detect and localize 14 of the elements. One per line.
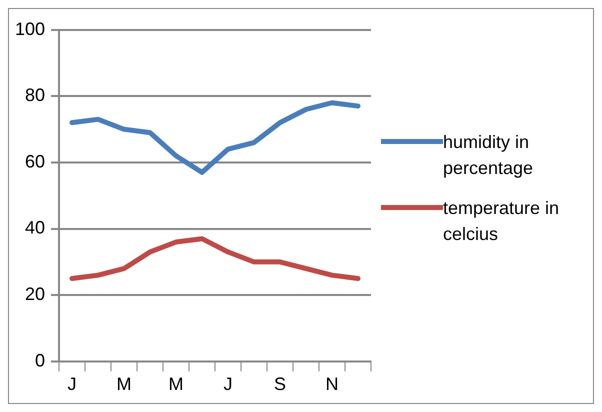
x-tick-label: J bbox=[68, 374, 77, 394]
legend-label: humidity in percentage bbox=[443, 131, 534, 180]
x-tick-label: M bbox=[116, 374, 132, 394]
legend-label: temperature in celcius bbox=[443, 197, 560, 246]
y-tick-label: 60 bbox=[25, 151, 46, 172]
x-tick-label: S bbox=[274, 374, 286, 394]
y-tick-label: 0 bbox=[35, 350, 46, 370]
y-tick-label: 40 bbox=[25, 218, 46, 238]
y-tick-label: 100 bbox=[14, 18, 46, 39]
x-tick-label: M bbox=[168, 374, 184, 394]
x-tick-label: J bbox=[224, 374, 233, 394]
y-tick-label: 80 bbox=[25, 85, 46, 106]
x-tick-label: N bbox=[326, 374, 339, 394]
y-tick-label: 20 bbox=[25, 284, 46, 304]
